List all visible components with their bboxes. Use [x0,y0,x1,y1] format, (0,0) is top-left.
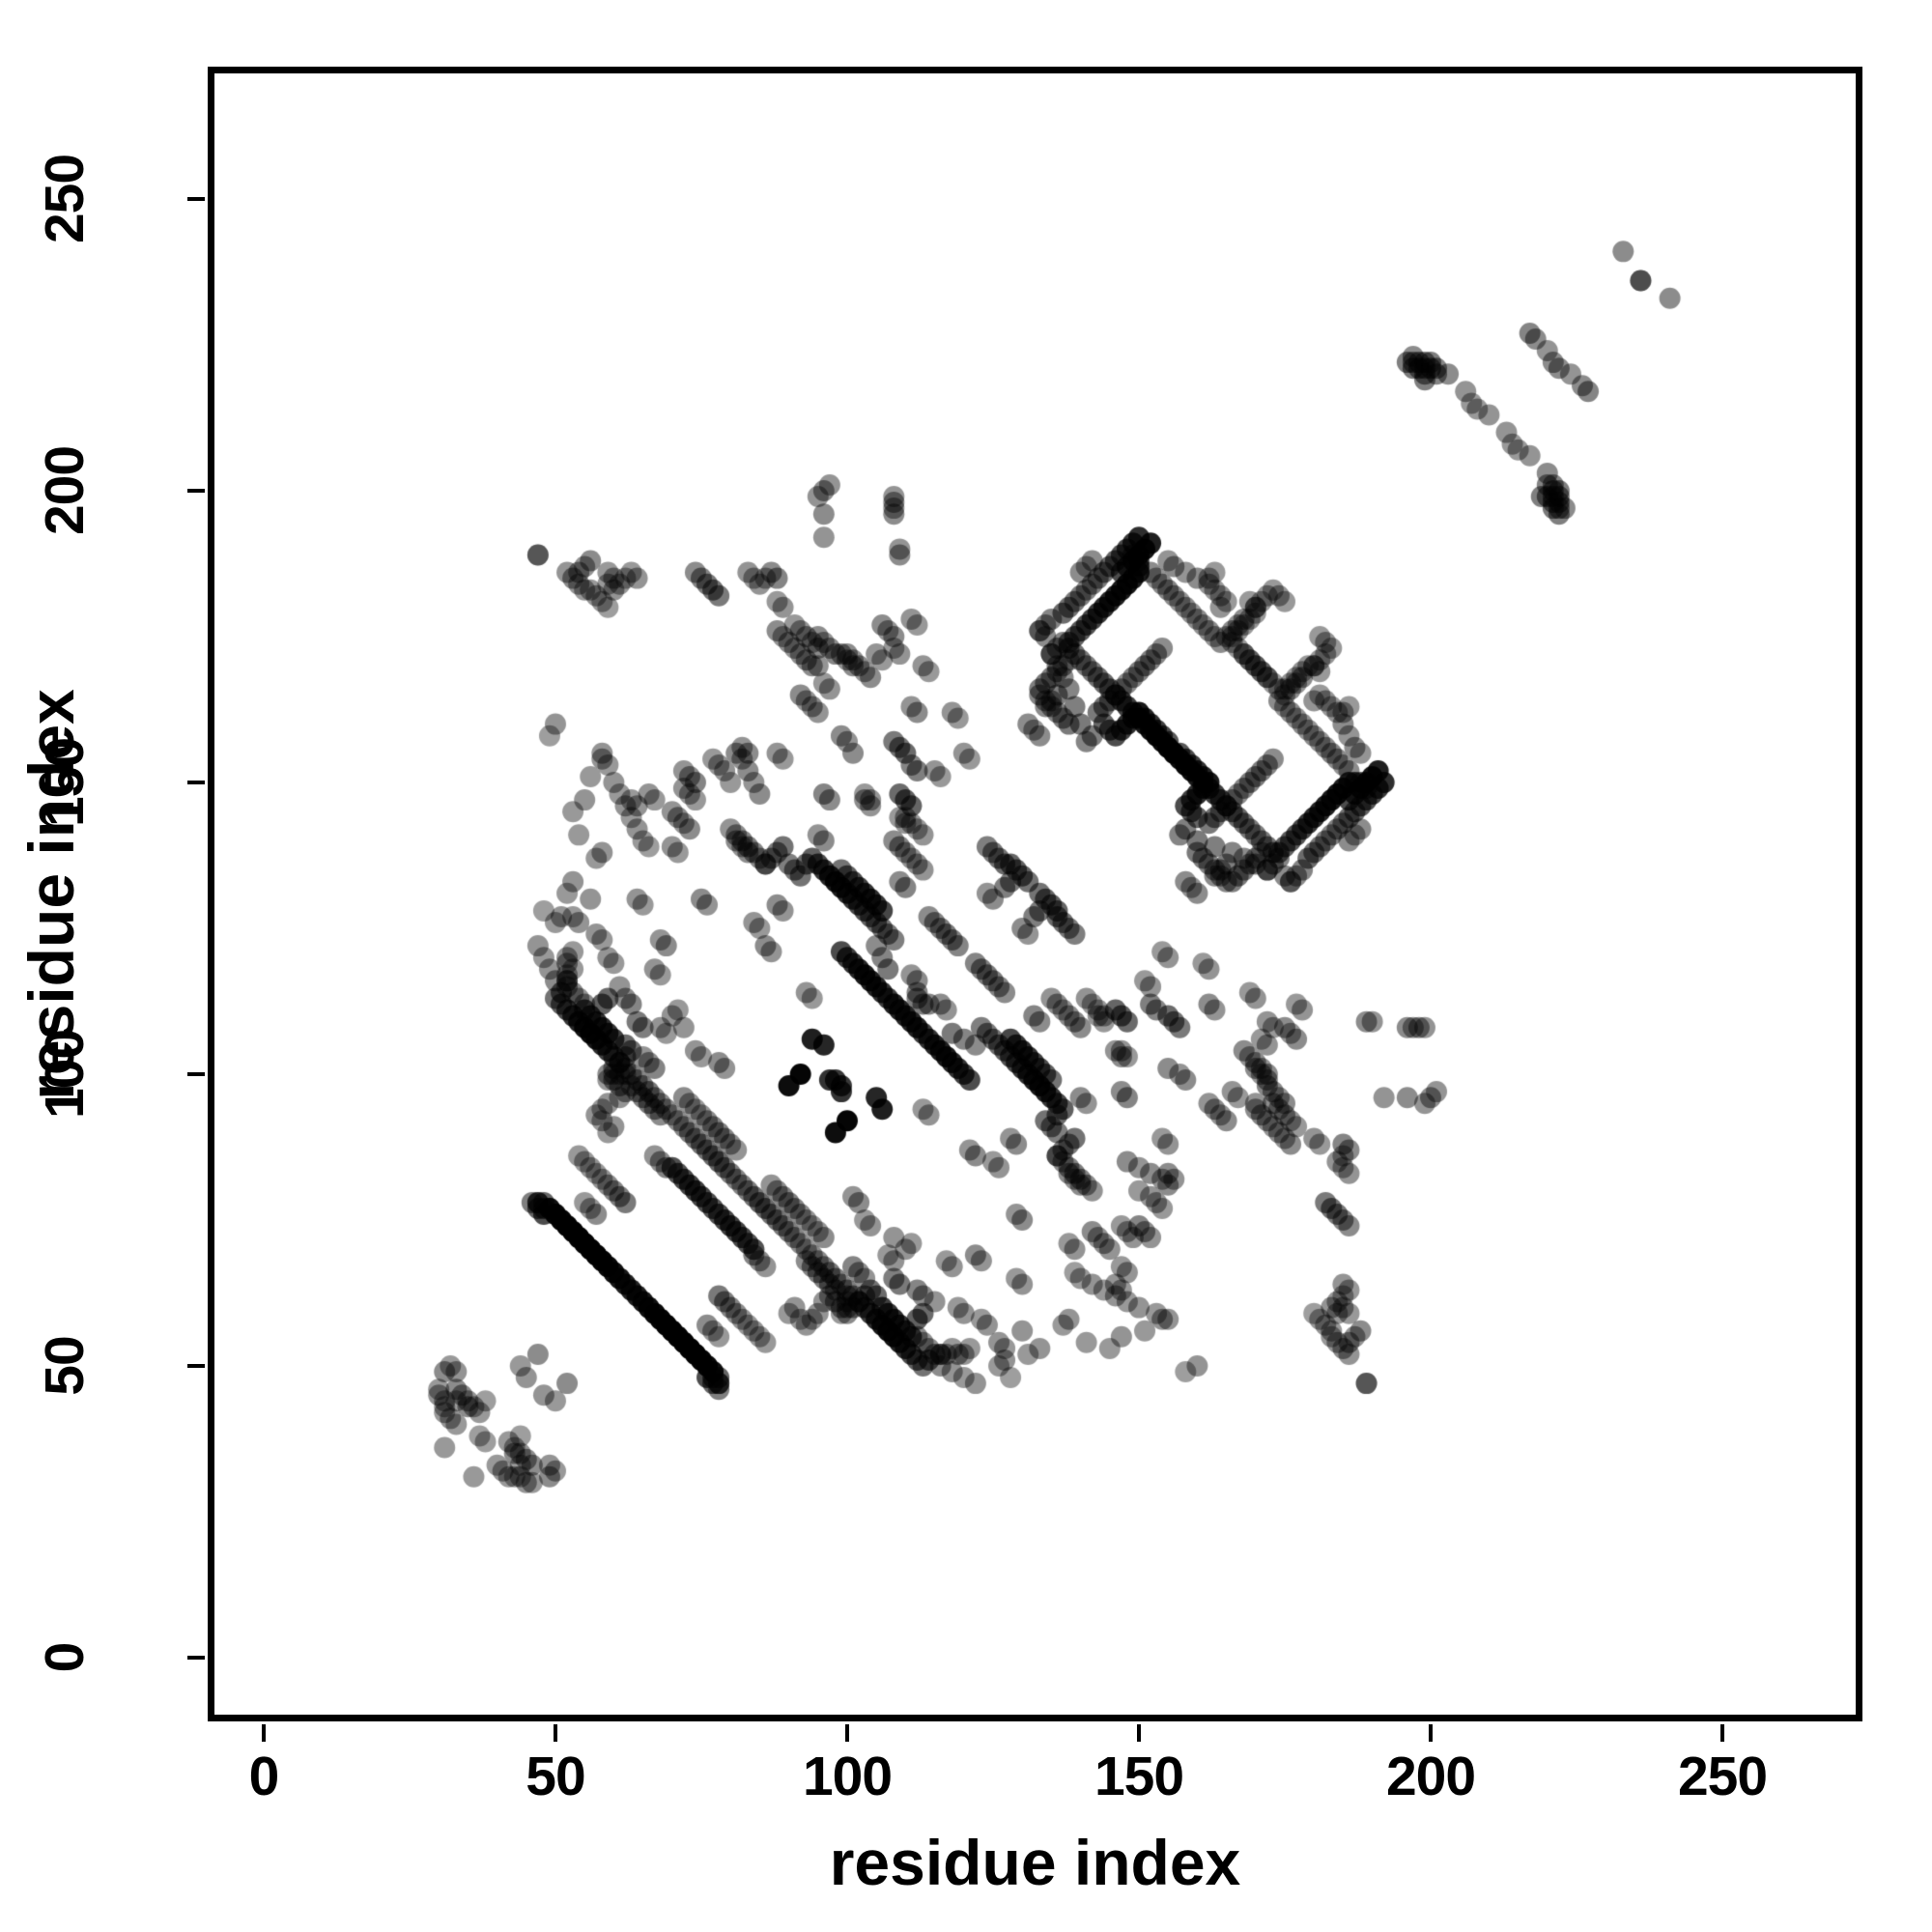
y-tick-0 [187,1656,205,1660]
y-ticklabel-150: 150 [34,737,96,828]
plot-area [208,67,1862,1721]
y-ticklabel-200: 200 [34,445,96,536]
x-ticklabel-100: 100 [802,1746,893,1807]
y-tick-100 [187,1072,205,1076]
x-tick-50 [554,1724,557,1742]
x-tick-200 [1429,1724,1433,1742]
x-tick-100 [845,1724,849,1742]
y-ticklabel-250: 250 [34,154,96,244]
scatter-points-canvas [214,73,1856,1715]
x-tick-150 [1137,1724,1141,1742]
y-tick-50 [187,1364,205,1368]
y-tick-200 [187,489,205,493]
y-ticklabel-50: 50 [34,1336,96,1396]
x-ticklabel-150: 150 [1094,1746,1184,1807]
y-ticklabel-100: 100 [34,1029,96,1120]
x-tick-0 [262,1724,266,1742]
x-ticklabel-200: 200 [1385,1746,1476,1807]
x-axis-title: residue index [829,1827,1241,1898]
x-ticklabel-250: 250 [1677,1746,1768,1807]
x-tick-250 [1720,1724,1724,1742]
y-ticklabel-0: 0 [34,1642,96,1673]
x-ticklabel-50: 50 [526,1746,585,1807]
y-tick-250 [187,197,205,201]
y-axis-title: residue index [15,688,87,1100]
y-tick-150 [187,781,205,784]
x-ticklabel-0: 0 [248,1746,280,1807]
